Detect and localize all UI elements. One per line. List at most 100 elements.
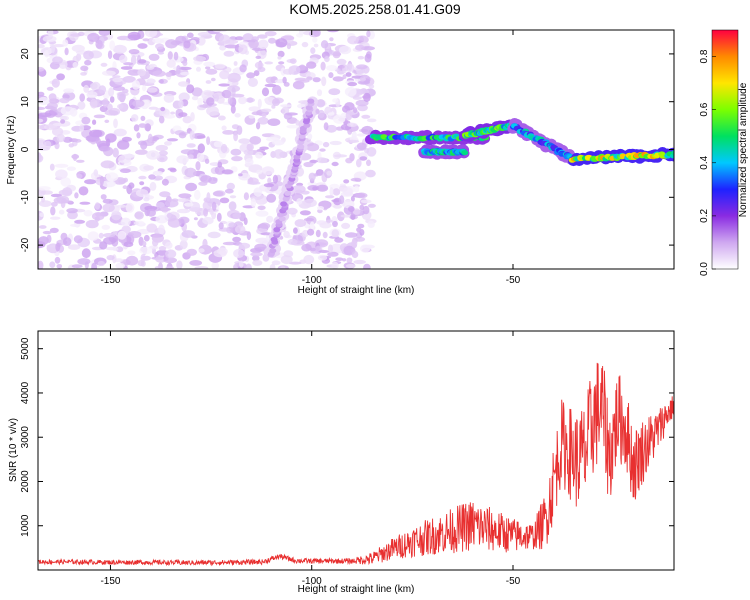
spectrogram-cell (346, 122, 358, 127)
spectrogram-cell (230, 104, 236, 114)
spectrogram-cell (344, 102, 355, 111)
spectrogram-cell (134, 211, 144, 220)
spectrogram-cell (238, 44, 248, 55)
spectrogram-cell (90, 82, 98, 90)
spectrogram-cell (112, 247, 119, 252)
spectrogram-cell (50, 206, 56, 216)
spectrogram-cell (109, 40, 116, 51)
spectrogram-cell (357, 80, 370, 85)
spectrogram-cell (93, 114, 106, 119)
spectrogram-cell (198, 248, 205, 253)
spectrogram-cell (288, 261, 302, 265)
spectrogram-cell (158, 224, 165, 235)
spectrogram-cell (165, 72, 173, 77)
spectrogram-cell (118, 154, 132, 164)
spectrogram-cell (125, 255, 139, 266)
spectrogram-xtick-label: -50 (506, 275, 521, 286)
spectrogram-cell (316, 184, 329, 192)
spectrogram-cell (227, 72, 241, 83)
spectrogram-cell (259, 146, 269, 150)
spectrogram-cell (355, 192, 368, 199)
spectrogram-cell (140, 115, 146, 121)
spectrogram-cell (306, 61, 317, 69)
spectrogram-cell (283, 230, 290, 239)
spectrogram-cell (292, 80, 305, 90)
spectrogram-cell (353, 107, 358, 114)
spectrogram-cell (103, 236, 116, 245)
spectrogram-cell (128, 49, 140, 55)
spectrogram-cell (257, 66, 266, 73)
spectrogram-cell (38, 118, 44, 123)
spectrogram-cell (307, 228, 315, 236)
spectrogram-cell (365, 169, 376, 178)
spectrogram-cell (115, 262, 125, 269)
spectrogram-cell (83, 84, 90, 93)
spectrogram-cell (122, 185, 128, 190)
spectrogram-cell (253, 70, 260, 77)
spectrogram-cell (212, 30, 227, 33)
spectrogram-cell (366, 118, 377, 123)
spectrogram-cell (186, 248, 197, 256)
spectrogram-cell (140, 140, 148, 150)
spectrogram-cell (46, 102, 59, 110)
spectrogram-cell (90, 98, 98, 109)
spectrogram-cell (167, 51, 173, 60)
spectrogram-cell (248, 115, 255, 119)
spectrogram-cell (187, 154, 194, 160)
spectrogram-cell (277, 50, 285, 58)
spectrogram-cell (178, 92, 190, 102)
spectrogram-cell (267, 118, 281, 126)
snr-ytick-label: 2000 (20, 470, 31, 493)
colorbar-gradient (711, 29, 739, 270)
spectrogram-cell (79, 124, 84, 133)
spectrogram-cell (146, 208, 156, 217)
spectrogram-cell (128, 182, 135, 189)
spectrogram-xtick-label: -100 (302, 275, 322, 286)
spectrogram-feature-core (293, 154, 301, 160)
spectrogram-cell (80, 65, 89, 72)
spectrogram-cell (333, 204, 342, 209)
spectrogram-feature-core (273, 227, 281, 233)
spectrogram-cell (255, 151, 264, 159)
spectrogram-cell (108, 87, 115, 97)
spectrogram-cell (54, 256, 61, 264)
spectrogram-cell (130, 55, 137, 66)
spectrogram-cell (325, 124, 337, 133)
spectrogram-cell (140, 254, 146, 263)
snr-ytick-label: 4000 (20, 381, 31, 404)
spectrogram-cell (342, 258, 347, 262)
spectrogram-cell (182, 115, 193, 124)
spectrogram-cell (182, 60, 188, 66)
spectrogram-cell (148, 106, 159, 110)
spectrogram-cell (257, 205, 266, 211)
spectrogram-cell (107, 50, 113, 59)
spectrogram-cell (125, 202, 135, 213)
spectrogram-cell (38, 139, 47, 149)
spectrogram-cell (38, 96, 50, 106)
spectrogram-cell (232, 236, 242, 243)
spectrogram-cell (133, 124, 140, 132)
spectrogram-cell (245, 263, 252, 269)
spectrogram-cell (40, 47, 53, 55)
spectrogram-cell (206, 136, 211, 146)
snr-marks (38, 362, 674, 567)
spectrogram-cell (113, 86, 125, 91)
spectrogram-cell (102, 180, 116, 188)
spectrogram-cell (46, 234, 52, 243)
spectrogram-cell (55, 242, 61, 252)
spectrogram-cell (148, 53, 160, 61)
spectrogram-cell (299, 79, 310, 83)
colorbar-tick-label: 0.6 (699, 102, 710, 116)
spectrogram-cell (138, 175, 147, 180)
spectrogram-cell (306, 143, 320, 152)
spectrogram-cell (351, 250, 359, 259)
colorbar-tick-label: 0.4 (699, 155, 710, 169)
spectrogram-cell (261, 113, 267, 118)
spectrogram-cell (210, 112, 221, 116)
spectrogram-cell (367, 220, 375, 228)
spectrogram-cell (268, 37, 276, 44)
spectrogram-cell (233, 248, 245, 258)
spectrogram-cell (198, 181, 208, 186)
spectrogram-cell (319, 148, 326, 152)
spectrogram-cell (152, 38, 165, 44)
